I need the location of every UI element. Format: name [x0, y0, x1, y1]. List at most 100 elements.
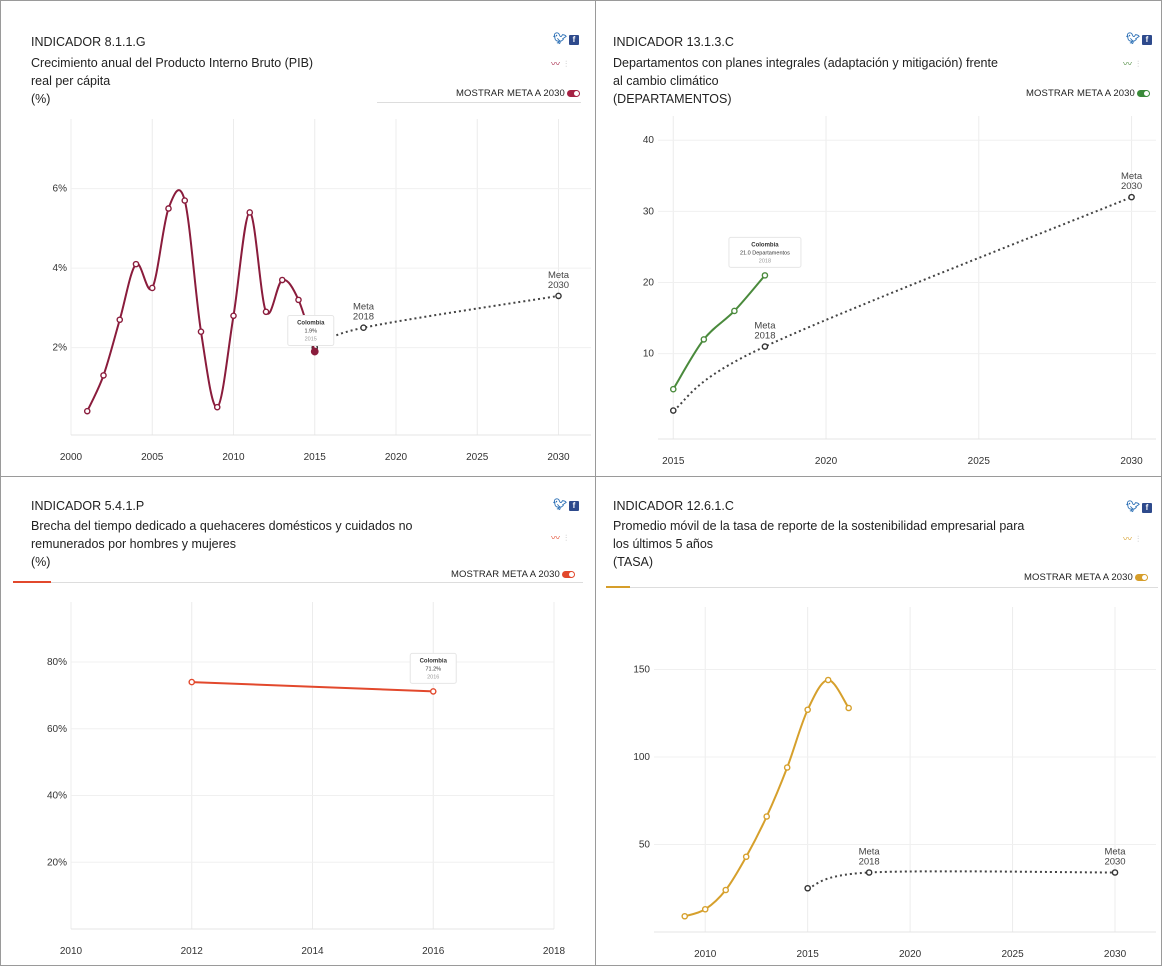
- x-tick-label: 2010: [60, 946, 83, 957]
- meta-toggle[interactable]: MOSTRAR META A 2030: [1026, 88, 1150, 99]
- twitter-icon[interactable]: 🐦︎: [553, 33, 567, 45]
- indicator-title: Promedio móvil de la tasa de reporte de …: [613, 517, 1103, 571]
- x-tick-label: 2030: [1104, 949, 1127, 960]
- meta-series-line: [314, 294, 559, 349]
- tooltip-box: [287, 315, 335, 347]
- facebook-icon[interactable]: f: [1141, 35, 1152, 45]
- data-point: [148, 284, 156, 292]
- data-point: [165, 205, 172, 212]
- meta-toggle[interactable]: MOSTRAR META A 2030: [456, 88, 580, 99]
- series-line: [672, 274, 766, 390]
- y-tick-label: 60%: [47, 724, 67, 735]
- x-tick-label: 2015: [304, 452, 327, 463]
- chart-plot: 2000 2005 2010 2015 2020 2025 20302%4%6%Meta20…: [53, 119, 591, 463]
- series-accent: [13, 581, 51, 583]
- twitter-icon[interactable]: 🐦︎: [553, 499, 567, 511]
- data-point: [278, 276, 286, 284]
- data-point: [213, 403, 221, 411]
- meta-annotation: 2018: [859, 857, 880, 868]
- meta-annotation: Meta: [353, 302, 375, 313]
- y-tick-label: 20%: [47, 857, 67, 868]
- tooltip-box: [728, 236, 802, 268]
- tooltip-text: 21.0 Departamentos: [740, 250, 790, 256]
- line-chart-icon[interactable]: 〰: [1123, 59, 1133, 69]
- indicator-title-line: real per cápita: [31, 74, 111, 88]
- chart-plot: 2015 2020 2025 203010203040Meta2018Meta2030…: [643, 116, 1156, 467]
- bar-chart-icon[interactable]: ⫶: [1137, 534, 1140, 544]
- y-tick-label: 30: [643, 206, 655, 217]
- x-tick-label: 2025: [968, 456, 991, 467]
- twitter-icon[interactable]: 🐦︎: [1126, 501, 1140, 513]
- indicator-title: Crecimiento anual del Producto Interno B…: [31, 54, 371, 108]
- meta-toggle[interactable]: MOSTRAR META A 2030: [1024, 572, 1148, 583]
- line-chart-icon[interactable]: 〰: [1123, 534, 1133, 544]
- indicator-panel: INDICADOR 13.1.3.C Departamentos con pla…: [596, 0, 1162, 477]
- facebook-icon[interactable]: f: [568, 501, 579, 511]
- meta-series-line: [672, 196, 1132, 412]
- facebook-icon[interactable]: f: [1141, 503, 1152, 513]
- data-point: [783, 764, 791, 771]
- data-point: [188, 678, 196, 686]
- x-tick-label: 2015: [797, 949, 820, 960]
- indicator-code: INDICADOR 8.1.1.G: [31, 35, 146, 49]
- data-point: [100, 372, 107, 379]
- x-tick-label: 2020: [899, 949, 922, 960]
- twitter-icon[interactable]: 🐦︎: [1126, 33, 1140, 45]
- meta-annotation: Meta: [859, 847, 881, 858]
- y-tick-label: 2%: [53, 343, 68, 354]
- facebook-icon[interactable]: f: [568, 35, 579, 45]
- data-point: [181, 197, 189, 204]
- indicator-panel: INDICADOR 8.1.1.G Crecimiento anual del …: [0, 0, 596, 477]
- meta-annotation: 2030: [1104, 857, 1125, 868]
- indicator-title-line: Promedio móvil de la tasa de reporte de …: [613, 519, 1025, 533]
- x-tick-label: 2000: [60, 452, 83, 463]
- line-chart-icon[interactable]: 〰: [551, 533, 561, 543]
- toggle-switch[interactable]: [566, 89, 580, 97]
- meta-toggle[interactable]: MOSTRAR META A 2030: [451, 569, 575, 580]
- data-point: [681, 912, 689, 920]
- meta-annotation: Meta: [1104, 847, 1126, 858]
- tooltip-text: 2016: [427, 674, 439, 680]
- y-tick-label: 150: [633, 665, 650, 676]
- line-chart-icon[interactable]: 〰: [551, 59, 561, 69]
- x-tick-label: 2025: [1001, 949, 1024, 960]
- bar-chart-icon[interactable]: ⫶: [565, 533, 568, 543]
- toggle-switch[interactable]: [1134, 573, 1148, 581]
- meta-annotation: 2018: [754, 331, 775, 342]
- toggle-switch[interactable]: [1136, 89, 1150, 97]
- y-tick-label: 50: [639, 840, 651, 851]
- data-point: [722, 886, 730, 894]
- toggle-underline: [377, 102, 581, 103]
- data-point: [230, 312, 237, 320]
- bar-chart-icon[interactable]: ⫶: [1137, 59, 1140, 69]
- y-tick-label: 20: [643, 278, 655, 289]
- data-point: [701, 905, 709, 913]
- series-line: [191, 681, 434, 693]
- meta-point: [761, 343, 769, 350]
- chart-plot: 2010 2015 2020 2025 203050100150Meta2018Meta…: [633, 607, 1156, 960]
- share-buttons: 🐦︎ f: [1126, 32, 1152, 45]
- y-tick-label: 40%: [47, 791, 67, 802]
- share-buttons: 🐦︎ f: [553, 498, 579, 511]
- tooltip-text: Colombia: [420, 658, 448, 664]
- chart-plot: 2010 2012 2014 2016 2018 20% 40% 60% 80% Colombia…: [47, 602, 566, 957]
- meta-series-line: [807, 870, 1116, 890]
- bar-chart-icon[interactable]: ⫶: [565, 59, 568, 69]
- tooltip: Colombia 71.2% 2016: [409, 652, 457, 684]
- x-tick-label: 2015: [662, 456, 685, 467]
- data-point: [700, 336, 708, 343]
- data-point: [132, 260, 140, 268]
- indicator-code: INDICADOR 5.4.1.P: [31, 499, 145, 513]
- series-line: [86, 189, 316, 412]
- y-tick-label: 10: [643, 349, 655, 360]
- toggle-switch[interactable]: [561, 570, 575, 578]
- chart-type-switch: 〰 ⫶: [551, 531, 567, 544]
- data-point: [824, 676, 832, 684]
- indicator-unit: (%): [31, 92, 51, 106]
- indicator-title-line: Crecimiento anual del Producto Interno B…: [31, 56, 314, 70]
- data-point: [742, 853, 750, 861]
- meta-annotation: Meta: [754, 321, 776, 332]
- chart-type-switch: 〰 ⫶: [1123, 532, 1139, 545]
- data-point: [804, 706, 811, 714]
- share-buttons: 🐦︎ f: [553, 32, 579, 45]
